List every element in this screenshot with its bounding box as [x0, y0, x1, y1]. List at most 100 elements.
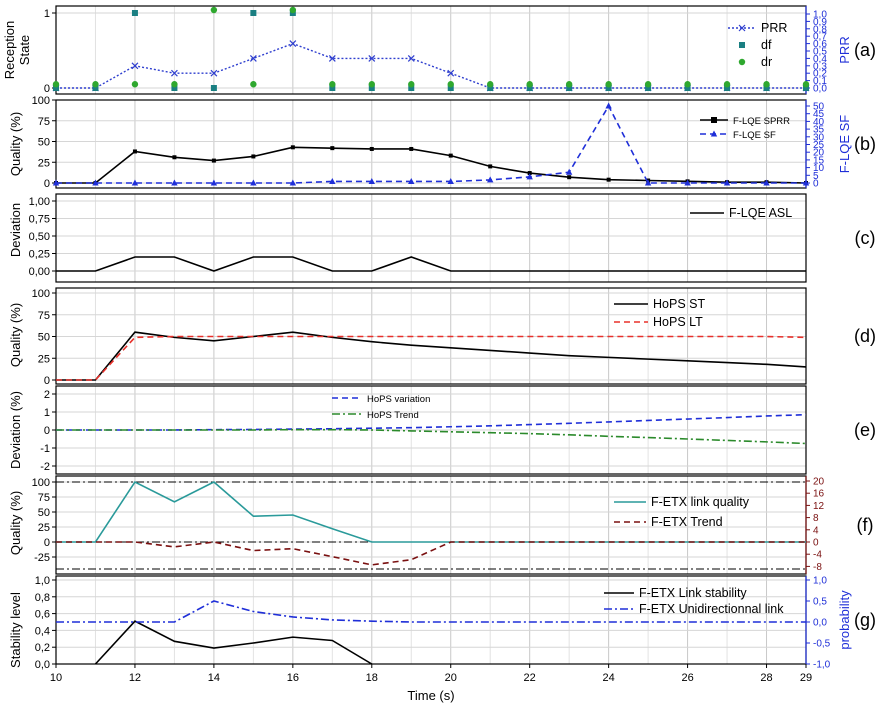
data-point	[368, 85, 375, 91]
data-point	[684, 81, 691, 88]
panel-c: 0,00 0,25 0,50 0,75 1,00 Deviation (c) F-LQE AS…	[8, 193, 876, 283]
panel-label: (g)	[854, 610, 876, 630]
data-point	[409, 146, 414, 151]
data-point	[329, 177, 336, 184]
y2-tick-label: 0,0	[813, 618, 827, 629]
x-tick-label: 26	[681, 672, 693, 684]
y-tick-label: 0	[44, 537, 50, 549]
series-line-f-etx-link-stability	[94, 620, 373, 665]
data-point	[724, 85, 731, 91]
y-tick-label: 75	[38, 492, 50, 504]
series-line-f-lqe-asl	[56, 256, 806, 272]
data-point	[526, 81, 533, 88]
panel-g: 0,0 0,2 0,4 0,6 0,8 1,0 Stability level -1,0 -0,…	[8, 575, 876, 671]
y2-axis-label: PRR	[837, 36, 852, 63]
data-point	[565, 81, 573, 88]
legend-label: HoPS variation	[367, 394, 430, 405]
data-point	[488, 164, 493, 169]
panel-label: (f)	[857, 515, 874, 535]
y2-tick-label: 8	[813, 513, 819, 524]
series-line-prr	[56, 42, 806, 89]
y-axis-label: Quality (%)	[8, 112, 23, 176]
y-axis-label: Quality (%)	[8, 491, 23, 555]
y2-tick-label: 0,2	[813, 69, 827, 80]
y-tick-label: 1,00	[29, 196, 50, 208]
legend-marker	[739, 42, 745, 48]
y2-tick-label: 1,0	[813, 10, 827, 21]
plot-frame	[55, 193, 807, 283]
data-point	[723, 81, 731, 88]
y-tick-label: 25	[38, 353, 50, 365]
y-tick-label: 50	[38, 137, 50, 149]
y2-tick-label: 16	[813, 489, 825, 500]
y-tick-label: 25	[38, 157, 50, 169]
data-point	[210, 69, 218, 77]
data-point	[289, 179, 297, 186]
y-tick-label: 0,6	[35, 609, 50, 621]
legend-marker	[710, 130, 718, 137]
panel-label: (c)	[855, 228, 876, 248]
y2-tick-label: 50	[813, 102, 825, 113]
data-point	[684, 179, 691, 186]
legend-label: F-ETX Unidirectionnal link	[639, 602, 784, 616]
y-tick-label: 75	[38, 310, 50, 322]
y2-tick-label: -4	[813, 550, 822, 561]
data-point	[131, 179, 139, 186]
legend-label: F-LQE SF	[733, 130, 776, 141]
data-point	[249, 54, 257, 62]
data-point	[448, 153, 453, 158]
legend-label: PRR	[761, 21, 787, 35]
y2-tick-label: 12	[813, 501, 825, 512]
x-tick-label: 16	[287, 672, 299, 684]
data-point	[131, 81, 139, 88]
y-tick-label: 0,50	[29, 231, 50, 243]
data-point	[644, 179, 652, 186]
y2-tick-label: 0,8	[813, 24, 827, 35]
y-tick-label: 100	[32, 477, 50, 489]
data-point	[802, 81, 810, 88]
y-axis-label: State	[17, 35, 32, 65]
y2-tick-label: 1,0	[813, 576, 827, 587]
data-point	[330, 146, 335, 151]
y-tick-label: 0,75	[29, 214, 50, 226]
data-point	[802, 179, 810, 186]
data-point	[92, 179, 99, 186]
data-point	[526, 85, 533, 91]
data-point	[527, 171, 532, 176]
data-point	[763, 85, 770, 91]
y-axis-label: Stability level	[8, 592, 23, 668]
y-tick-label: 0,8	[35, 592, 50, 604]
y-tick-label: 2	[44, 389, 50, 401]
y2-tick-label: 0,0	[813, 84, 827, 95]
data-point	[368, 177, 375, 184]
panel-d: 0 25 50 75 100 Quality (%) (d) HoPS ST HoPS LT	[8, 287, 876, 387]
y-tick-label: 0,4	[35, 625, 50, 637]
y2-tick-label: 0,1	[813, 76, 827, 87]
data-point	[487, 176, 494, 183]
data-point	[407, 54, 415, 62]
y-tick-label: 1,0	[35, 575, 50, 587]
y-tick-label: 0,25	[29, 249, 50, 261]
legend-label: F-LQE ASL	[729, 206, 792, 220]
data-point	[170, 69, 178, 77]
y-tick-label: -25	[34, 552, 50, 564]
data-point	[763, 179, 770, 186]
y-tick-label: 0	[44, 375, 50, 387]
y2-tick-label: 25	[813, 140, 825, 151]
y2-tick-label: 5	[813, 171, 819, 182]
series-line-f-etx-trend	[56, 541, 806, 566]
y2-tick-label: 0,6	[813, 39, 827, 50]
y-tick-label: 0,2	[35, 642, 50, 654]
data-point	[329, 81, 336, 88]
panel-label: (d)	[854, 326, 876, 346]
data-point	[369, 146, 374, 151]
series-line-hops-lt	[56, 335, 807, 381]
legend-label: HoPS Trend	[367, 410, 419, 421]
data-point	[447, 81, 454, 88]
y2-tick-label: 40	[813, 117, 825, 128]
x-tick-label: 24	[603, 672, 615, 684]
data-point	[723, 179, 731, 186]
y-axis-label: Deviation	[8, 203, 23, 257]
data-point	[605, 85, 612, 91]
